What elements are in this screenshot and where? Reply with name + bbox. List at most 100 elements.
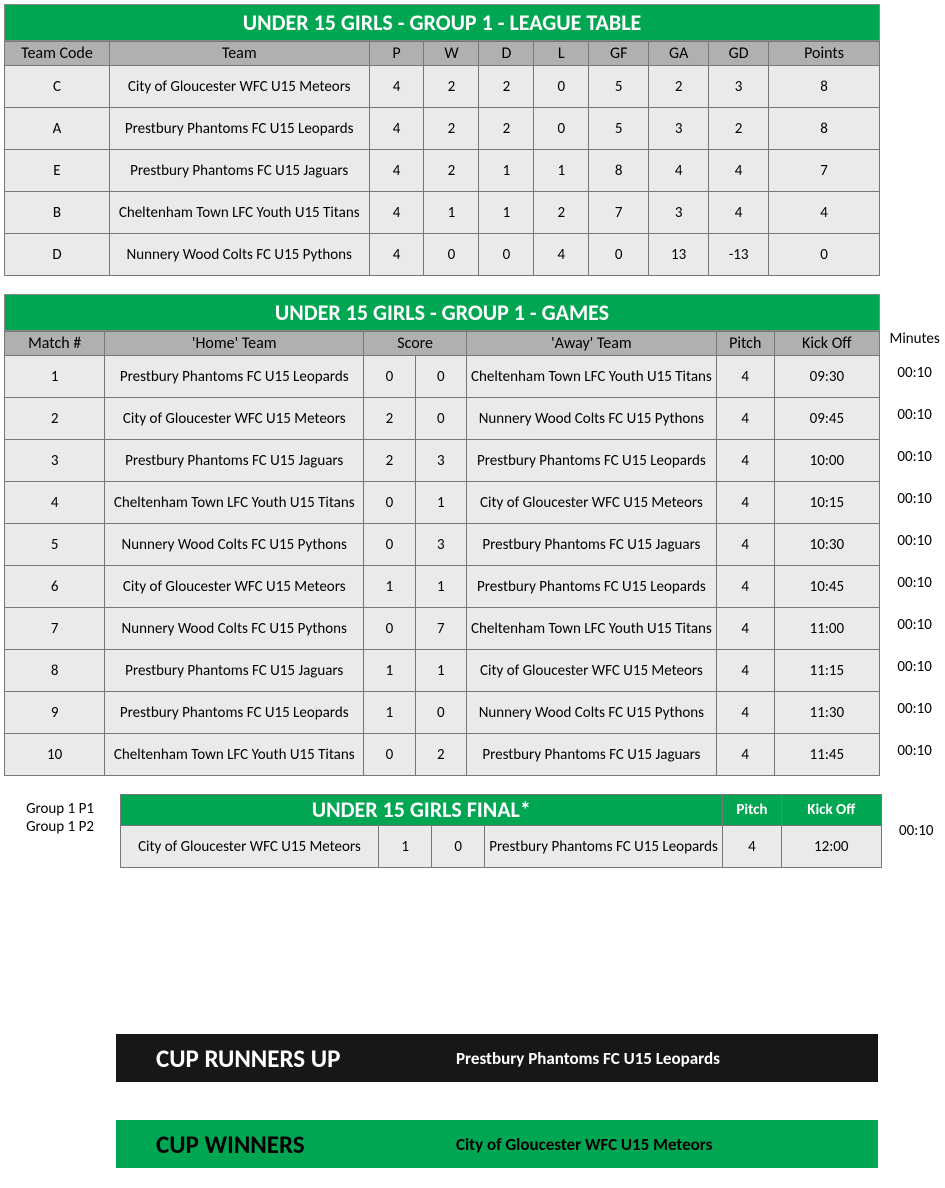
league-cell: 4 xyxy=(369,66,424,108)
games-cell: Prestbury Phantoms FC U15 Jaguars xyxy=(105,440,364,482)
games-cell: 4 xyxy=(716,608,774,650)
league-cell: 0 xyxy=(589,234,649,276)
games-cell: 11:00 xyxy=(774,608,879,650)
games-cell: 4 xyxy=(716,356,774,398)
league-row: DNunnery Wood Colts FC U15 Pythons400401… xyxy=(5,234,880,276)
games-cell: 0 xyxy=(364,734,415,776)
games-section: UNDER 15 GIRLS - GROUP 1 - GAMES Match #… xyxy=(4,294,880,776)
league-cell: 2 xyxy=(534,192,589,234)
league-cell: City of Gloucester WFC U15 Meteors xyxy=(109,66,369,108)
league-col-header: GA xyxy=(649,42,709,66)
games-cell: 1 xyxy=(415,650,466,692)
final-away-score: 0 xyxy=(432,826,485,868)
final-away: Prestbury Phantoms FC U15 Leopards xyxy=(485,826,723,868)
league-cell: B xyxy=(5,192,110,234)
games-row: 5Nunnery Wood Colts FC U15 Pythons03Pres… xyxy=(5,524,880,566)
league-cell: 4 xyxy=(369,192,424,234)
games-cell: 11:15 xyxy=(774,650,879,692)
games-cell: Cheltenham Town LFC Youth U15 Titans xyxy=(467,356,717,398)
games-cell: 1 xyxy=(415,482,466,524)
league-row: CCity of Gloucester WFC U15 Meteors42205… xyxy=(5,66,880,108)
league-col-header: Team xyxy=(109,42,369,66)
league-cell: 5 xyxy=(589,66,649,108)
league-cell: 5 xyxy=(589,108,649,150)
final-home-score: 1 xyxy=(379,826,432,868)
final-ko: 12:00 xyxy=(781,826,881,868)
league-cell: 1 xyxy=(479,150,534,192)
games-cell: City of Gloucester WFC U15 Meteors xyxy=(105,566,364,608)
games-cell: 10 xyxy=(5,734,105,776)
league-row: EPrestbury Phantoms FC U15 Jaguars421184… xyxy=(5,150,880,192)
final-pitch-header: Pitch xyxy=(722,795,781,826)
games-cell: 0 xyxy=(364,482,415,524)
league-cell: C xyxy=(5,66,110,108)
league-cell: D xyxy=(5,234,110,276)
minutes-header: Minutes xyxy=(884,327,945,352)
final-ko-header: Kick Off xyxy=(781,795,881,826)
league-cell: 2 xyxy=(649,66,709,108)
games-cell: 0 xyxy=(364,356,415,398)
games-cell: 2 xyxy=(364,440,415,482)
league-cell: 4 xyxy=(534,234,589,276)
games-cell: 0 xyxy=(364,608,415,650)
games-table: Match #'Home' TeamScore'Away' TeamPitchK… xyxy=(4,331,880,776)
league-table-section: UNDER 15 GIRLS - GROUP 1 - LEAGUE TABLE … xyxy=(4,4,880,276)
games-cell: Nunnery Wood Colts FC U15 Pythons xyxy=(467,692,717,734)
league-col-header: P xyxy=(369,42,424,66)
games-cell: 2 xyxy=(5,398,105,440)
games-cell: 1 xyxy=(364,650,415,692)
games-col-header: 'Home' Team xyxy=(105,332,364,356)
games-cell: 1 xyxy=(5,356,105,398)
league-cell: 8 xyxy=(769,108,880,150)
runners-up-value: Prestbury Phantoms FC U15 Leopards xyxy=(406,1048,720,1069)
final-table: UNDER 15 GIRLS FINAL* Pitch Kick Off Cit… xyxy=(120,794,882,868)
league-cell: 2 xyxy=(479,108,534,150)
league-cell: A xyxy=(5,108,110,150)
league-col-header: W xyxy=(424,42,479,66)
league-cell: 1 xyxy=(424,192,479,234)
games-cell: City of Gloucester WFC U15 Meteors xyxy=(467,650,717,692)
league-cell: 2 xyxy=(709,108,769,150)
games-cell: 3 xyxy=(415,524,466,566)
games-row: 7Nunnery Wood Colts FC U15 Pythons07Chel… xyxy=(5,608,880,650)
games-cell: 0 xyxy=(364,524,415,566)
games-cell: 7 xyxy=(5,608,105,650)
league-cell: 0 xyxy=(534,66,589,108)
games-cell: 4 xyxy=(716,692,774,734)
league-cell: 4 xyxy=(769,192,880,234)
league-cell: Prestbury Phantoms FC U15 Jaguars xyxy=(109,150,369,192)
league-cell: 4 xyxy=(709,192,769,234)
league-col-header: Points xyxy=(769,42,880,66)
league-cell: 1 xyxy=(479,192,534,234)
final-home: City of Gloucester WFC U15 Meteors xyxy=(120,826,379,868)
games-cell: 10:00 xyxy=(774,440,879,482)
games-cell: 10:30 xyxy=(774,524,879,566)
league-col-header: GF xyxy=(589,42,649,66)
games-title: UNDER 15 GIRLS - GROUP 1 - GAMES xyxy=(4,294,880,331)
league-cell: 4 xyxy=(369,150,424,192)
minutes-cell: 00:10 xyxy=(884,604,945,646)
league-cell: 4 xyxy=(369,234,424,276)
league-cell: 2 xyxy=(479,66,534,108)
games-row: 6City of Gloucester WFC U15 Meteors11Pre… xyxy=(5,566,880,608)
games-cell: Nunnery Wood Colts FC U15 Pythons xyxy=(105,524,364,566)
games-cell: 4 xyxy=(716,440,774,482)
games-cell: 8 xyxy=(5,650,105,692)
games-cell: Nunnery Wood Colts FC U15 Pythons xyxy=(467,398,717,440)
games-cell: 2 xyxy=(415,734,466,776)
games-cell: 0 xyxy=(415,692,466,734)
league-cell: 3 xyxy=(709,66,769,108)
league-cell: E xyxy=(5,150,110,192)
league-cell: Cheltenham Town LFC Youth U15 Titans xyxy=(109,192,369,234)
games-cell: Prestbury Phantoms FC U15 Leopards xyxy=(105,692,364,734)
games-row: 3Prestbury Phantoms FC U15 Jaguars23Pres… xyxy=(5,440,880,482)
league-cell: 13 xyxy=(649,234,709,276)
games-cell: 11:45 xyxy=(774,734,879,776)
league-cell: Prestbury Phantoms FC U15 Leopards xyxy=(109,108,369,150)
games-cell: 7 xyxy=(415,608,466,650)
games-cell: 2 xyxy=(364,398,415,440)
league-cell: 0 xyxy=(479,234,534,276)
games-cell: 4 xyxy=(716,566,774,608)
minutes-column: Minutes 00:1000:1000:1000:1000:1000:1000… xyxy=(884,294,945,772)
final-title: UNDER 15 GIRLS FINAL* xyxy=(120,795,722,826)
